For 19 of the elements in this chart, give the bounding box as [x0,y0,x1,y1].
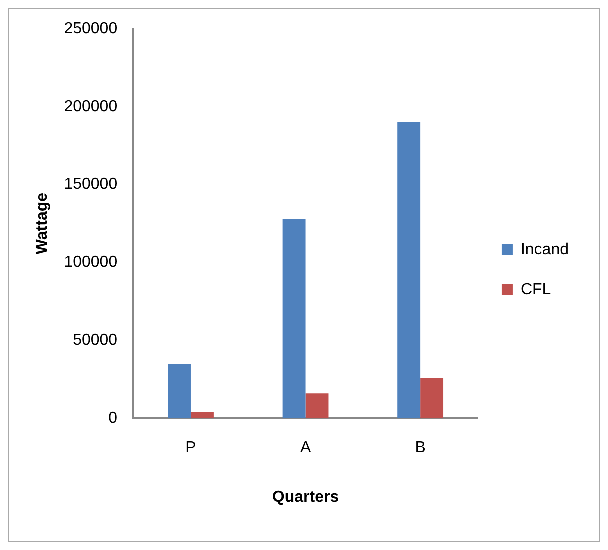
legend-label: CFL [520,281,552,298]
x-tick-label: P [186,440,196,457]
y-tick-label: 250000 [64,20,118,38]
y-tick-label: 100000 [64,254,118,272]
x-axis-title: Quarters [272,488,340,506]
bar [282,219,306,419]
y-tick-label: 0 [108,410,118,428]
bar [398,122,421,419]
y-tick-label: 200000 [64,98,118,116]
y-tick-label: 150000 [64,176,118,194]
bar [306,394,329,419]
y-axis-title: Wattage [34,192,52,255]
bar [420,378,444,419]
y-tick-label: 50000 [73,332,118,350]
x-tick-label: A [300,440,312,457]
bar [190,412,214,419]
bar [168,364,191,419]
x-tick-label: B [415,440,426,457]
legend-label: Incand [520,241,570,258]
